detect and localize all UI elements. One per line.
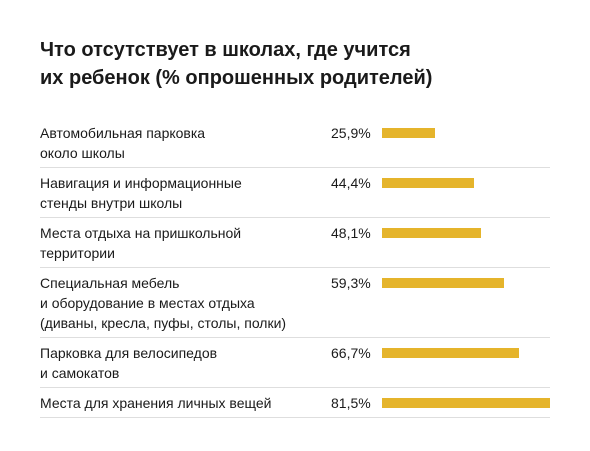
value-label: 25,9% — [331, 125, 371, 141]
value-label: 44,4% — [331, 175, 371, 191]
row: Места отдыха на пришкольной территории 48… — [40, 218, 550, 268]
bar — [382, 128, 436, 138]
row: Места для хранения личных вещей 81,5% — [40, 388, 550, 418]
row: Парковка для велосипедов и самокатов 66,7… — [40, 338, 550, 388]
row: Специальная мебель и оборудование в мест… — [40, 268, 550, 338]
bar — [382, 278, 505, 288]
category-label: Места для хранения личных вещей — [40, 395, 272, 411]
bar — [382, 178, 474, 188]
value-label: 48,1% — [331, 225, 371, 241]
category-label: Парковка для велосипедов и самокатов — [40, 345, 218, 381]
value-label: 59,3% — [331, 275, 371, 291]
value-label: 81,5% — [331, 395, 371, 411]
value-label: 66,7% — [331, 345, 371, 361]
category-label: Автомобильная парковка около школы — [40, 125, 206, 161]
bar — [382, 348, 520, 358]
category-label: Навигация и информационные стенды внутри… — [40, 175, 242, 211]
row: Навигация и информационные стенды внутри… — [40, 168, 550, 218]
rows: Автомобильная парковка около школы 25,9% Н… — [40, 118, 550, 418]
row: Автомобильная парковка около школы 25,9% — [40, 118, 550, 168]
category-label: Специальная мебель и оборудование в мест… — [40, 275, 287, 331]
bar — [382, 398, 550, 408]
bar — [382, 228, 482, 238]
category-label: Места отдыха на пришкольной территории — [40, 225, 242, 261]
chart-title: Что отсутствует в школах, где учится их … — [40, 39, 433, 89]
